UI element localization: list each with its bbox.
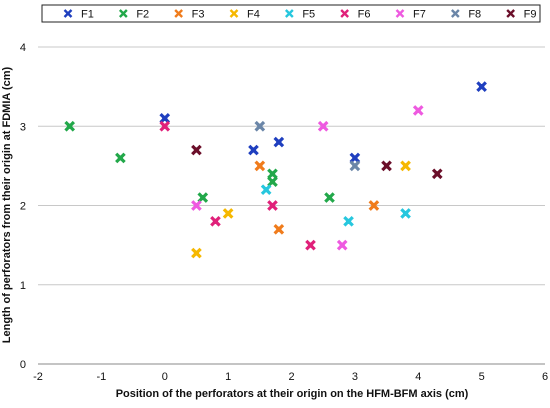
legend-label: F2 <box>136 9 149 21</box>
data-point-f5 <box>260 184 272 195</box>
data-point-f7 <box>336 239 348 251</box>
data-point-f6 <box>210 216 221 227</box>
legend-marker-f2 <box>118 9 128 18</box>
data-point-f4 <box>191 247 202 259</box>
legend-label: F9 <box>524 9 537 21</box>
data-point-f7 <box>317 120 329 132</box>
data-point-f6 <box>267 200 278 211</box>
data-point-f1 <box>273 136 285 148</box>
legend-marker-f1 <box>63 9 73 18</box>
legend: F1 F2 F3 F4 F5 F6 F7 F8 F9 <box>41 4 541 23</box>
data-point-f9 <box>431 168 443 180</box>
data-point-f9 <box>381 160 392 172</box>
data-point-f4 <box>400 160 411 172</box>
data-point-f6 <box>159 120 171 132</box>
data-point-f5 <box>343 216 354 227</box>
x-axis-title: Position of the perforators at their ori… <box>116 388 469 400</box>
data-point-f6 <box>305 239 316 251</box>
data-point-f3 <box>273 223 285 235</box>
y-tick-label: 0 <box>20 359 26 371</box>
data-point-f8 <box>254 120 266 132</box>
y-tick-label: 4 <box>20 42 26 54</box>
legend-label: F8 <box>468 9 481 21</box>
legend-marker-f7 <box>395 9 405 18</box>
data-point-f1 <box>349 152 361 164</box>
data-point-f1 <box>248 144 259 156</box>
data-point-f1 <box>476 81 487 92</box>
data-point-f2 <box>64 120 76 132</box>
legend-label: F4 <box>247 9 260 21</box>
y-tick-label: 1 <box>20 280 26 292</box>
y-axis-title: Length of perforators from their origin … <box>1 66 13 343</box>
data-point-f1 <box>159 112 171 124</box>
data-point-f7 <box>191 200 202 211</box>
data-point-f2 <box>115 152 126 164</box>
legend-marker-f6 <box>340 9 350 18</box>
data-point-f3 <box>368 200 380 211</box>
x-tick-label: 4 <box>415 371 421 383</box>
data-point-f2 <box>324 192 335 203</box>
legend-marker-f3 <box>174 9 184 18</box>
data-point-f2 <box>197 192 209 203</box>
data-point-f2 <box>267 176 278 188</box>
x-tick-label: 0 <box>162 371 168 383</box>
x-tick-label: 1 <box>225 371 231 383</box>
gridlines <box>38 46 545 286</box>
x-tick-label: 6 <box>542 371 548 383</box>
data-point-f8 <box>349 160 361 172</box>
data-point-f4 <box>222 208 234 219</box>
legend-label: F5 <box>302 9 315 21</box>
data-point-f7 <box>412 105 424 116</box>
legend-label: F6 <box>358 9 371 21</box>
x-tick-label: 5 <box>479 371 485 383</box>
data-points <box>64 81 487 259</box>
axes: 0 1 2 3 4 -2 -1 0 1 2 3 4 5 6 <box>20 42 548 383</box>
data-point-f5 <box>400 208 411 219</box>
x-tick-label: 3 <box>352 371 358 383</box>
y-tick-label: 3 <box>20 121 26 133</box>
data-point-f2 <box>267 168 278 180</box>
x-tick-label: 2 <box>288 371 294 383</box>
legend-marker-f4 <box>229 9 239 18</box>
x-tick-label: -1 <box>96 371 106 383</box>
legend-label: F3 <box>192 9 205 21</box>
legend-label: F7 <box>413 9 426 21</box>
legend-marker-f8 <box>450 9 460 18</box>
data-point-f9 <box>191 144 202 156</box>
data-point-f3 <box>254 160 266 172</box>
legend-marker-f5 <box>284 9 294 18</box>
x-tick-label: -2 <box>33 371 43 383</box>
y-tick-label: 2 <box>20 201 26 213</box>
legend-label: F1 <box>81 9 94 21</box>
legend-marker-f9 <box>506 9 516 18</box>
